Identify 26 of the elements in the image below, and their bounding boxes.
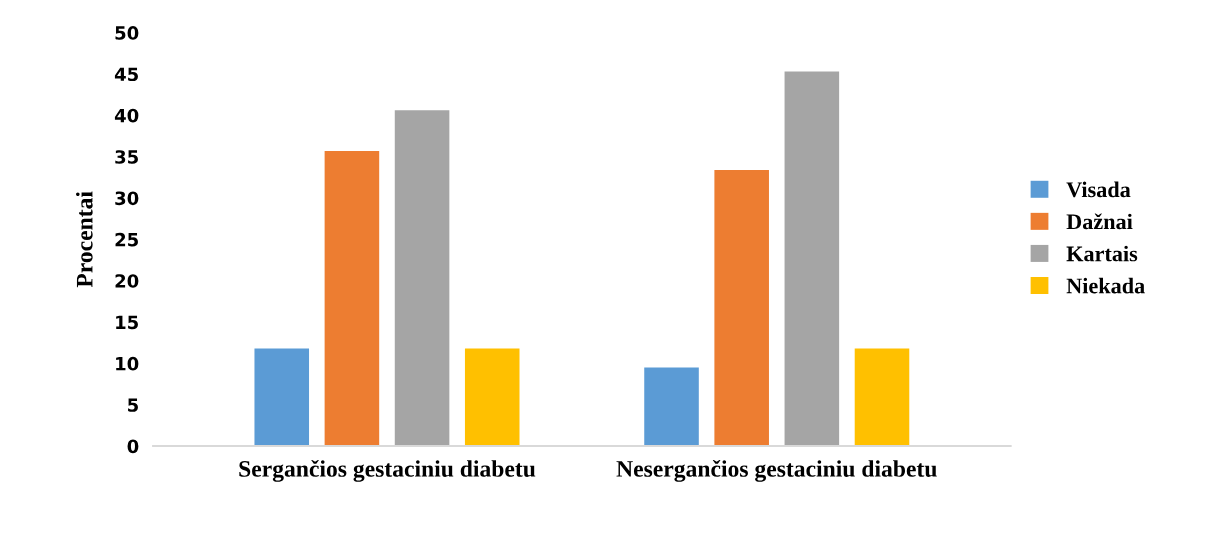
y-tick-label: 25 bbox=[115, 232, 138, 247]
y-axis-title: Procentai bbox=[76, 191, 93, 288]
y-tick-label: 5 bbox=[128, 398, 138, 412]
y-tick-label: 20 bbox=[115, 274, 139, 288]
legend-label: Niekada bbox=[1066, 277, 1145, 294]
y-tick-label: 35 bbox=[115, 150, 138, 164]
bar bbox=[644, 367, 699, 447]
y-tick-label: 10 bbox=[116, 356, 139, 371]
legend-label: Dažnai bbox=[1066, 213, 1133, 230]
bar bbox=[394, 110, 450, 447]
y-tick-label: 0 bbox=[127, 439, 139, 454]
legend-label: Visada bbox=[1066, 181, 1131, 198]
y-tick-label: 30 bbox=[115, 191, 139, 206]
x-tick-label: Nesergančios gestaciniu diabetu bbox=[616, 459, 937, 482]
bar bbox=[784, 71, 840, 447]
legend-label: Kartais bbox=[1066, 245, 1138, 262]
bar bbox=[714, 169, 769, 447]
bar bbox=[324, 150, 380, 447]
y-tick-label: 50 bbox=[115, 26, 139, 40]
bar bbox=[854, 348, 910, 447]
x-tick-label: Sergančios gestaciniu diabetu bbox=[239, 459, 536, 482]
y-tick-label: 45 bbox=[114, 67, 138, 82]
bar bbox=[254, 348, 310, 447]
bar bbox=[464, 348, 520, 447]
y-tick-label: 40 bbox=[114, 108, 139, 123]
y-tick-label: 15 bbox=[116, 315, 138, 330]
